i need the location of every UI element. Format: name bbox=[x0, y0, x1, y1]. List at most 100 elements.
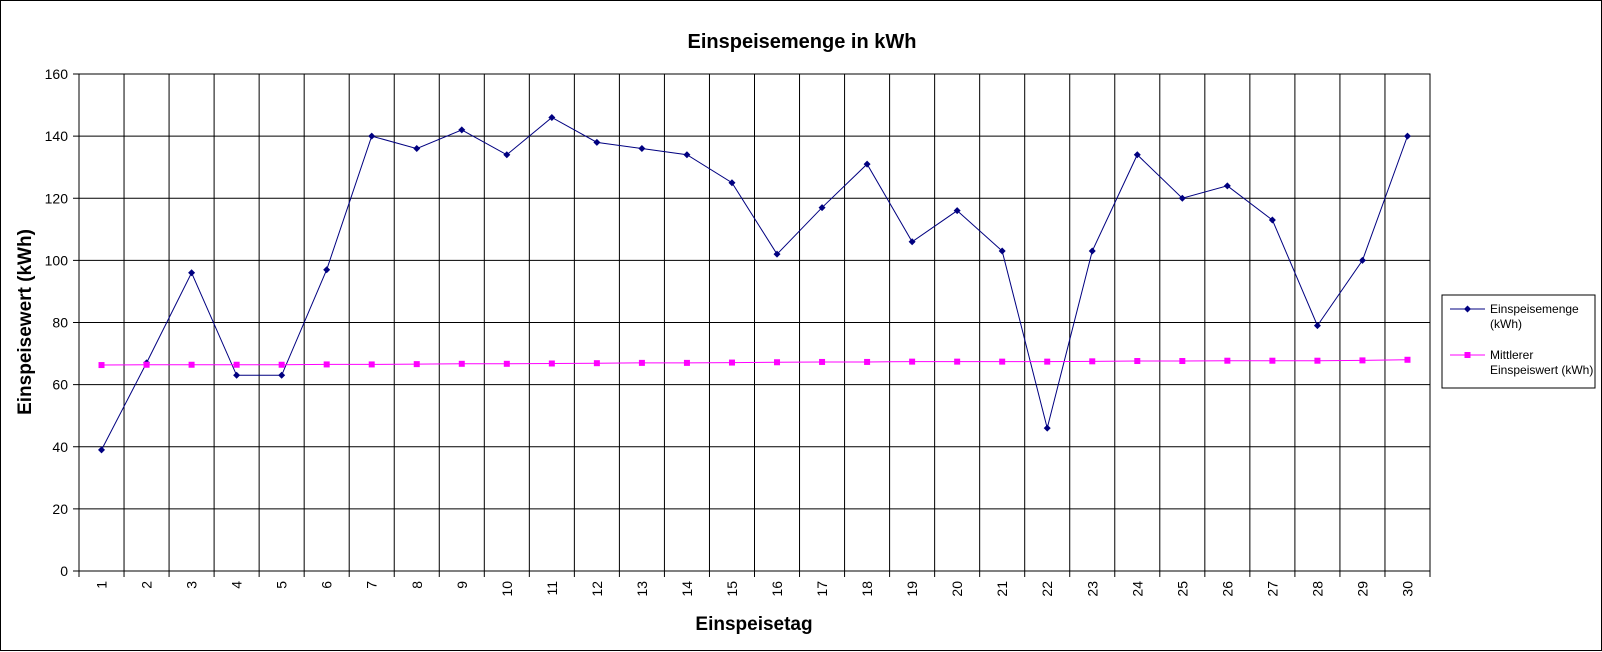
x-tick-label: 29 bbox=[1354, 581, 1370, 597]
data-point bbox=[1359, 357, 1366, 364]
data-point bbox=[503, 360, 510, 367]
data-point bbox=[458, 360, 465, 367]
data-point bbox=[1133, 151, 1141, 159]
data-point bbox=[143, 361, 150, 368]
legend-label: Mittlerer Einspeiswert (kWh) bbox=[1490, 348, 1593, 377]
data-point bbox=[98, 362, 105, 369]
x-tick-label: 8 bbox=[409, 581, 425, 589]
data-point bbox=[998, 247, 1006, 255]
x-tick-label: 25 bbox=[1174, 581, 1190, 597]
y-axis-ticks: 0 20 40 60 80 100 120 140 160 bbox=[45, 66, 79, 579]
x-tick-label: 7 bbox=[364, 581, 380, 589]
data-point bbox=[1044, 358, 1051, 365]
data-point bbox=[1268, 216, 1276, 224]
x-tick-label: 21 bbox=[994, 581, 1010, 597]
data-point bbox=[864, 358, 871, 365]
x-tick-label: 19 bbox=[904, 581, 920, 597]
data-point bbox=[1088, 247, 1096, 255]
x-tick-label: 17 bbox=[814, 581, 830, 597]
x-tick-label: 18 bbox=[859, 581, 875, 597]
data-point bbox=[98, 446, 106, 454]
y-tick-label: 140 bbox=[45, 128, 69, 144]
data-point bbox=[1179, 358, 1186, 365]
x-tick-label: 16 bbox=[769, 581, 785, 597]
data-point bbox=[863, 160, 871, 168]
data-point bbox=[953, 207, 961, 215]
legend-label: Einspeisemenge (kWh) bbox=[1490, 302, 1579, 331]
series-line bbox=[101, 359, 1408, 366]
data-point bbox=[278, 361, 285, 368]
data-point bbox=[774, 359, 781, 366]
data-point bbox=[1358, 256, 1366, 264]
series-2 bbox=[98, 356, 1411, 369]
x-tick-label: 4 bbox=[229, 581, 245, 589]
x-tick-label: 3 bbox=[184, 581, 200, 589]
x-tick-label: 27 bbox=[1264, 581, 1280, 597]
gridlines bbox=[79, 73, 1430, 571]
y-tick-label: 0 bbox=[60, 563, 68, 579]
data-point bbox=[323, 361, 330, 368]
data-point bbox=[999, 358, 1006, 365]
legend: Einspeisemenge (kWh) Mittlerer Einspeiswert… bbox=[1441, 294, 1596, 389]
data-point bbox=[728, 359, 735, 366]
data-point bbox=[1269, 357, 1276, 364]
data-point bbox=[548, 113, 556, 121]
data-point bbox=[188, 269, 196, 277]
x-tick-label: 5 bbox=[274, 581, 290, 589]
data-point bbox=[188, 361, 195, 368]
data-point bbox=[1313, 322, 1321, 330]
data-point bbox=[503, 151, 511, 159]
data-point bbox=[458, 126, 466, 134]
data-point bbox=[638, 145, 646, 153]
series-line bbox=[101, 116, 1408, 451]
data-point bbox=[1403, 132, 1411, 140]
data-point bbox=[1178, 194, 1186, 202]
x-tick-label: 20 bbox=[949, 581, 965, 597]
series-layer bbox=[98, 113, 1411, 454]
y-axis-title: Einspeisewert (kWh) bbox=[15, 229, 36, 415]
x-tick-label: 23 bbox=[1084, 581, 1100, 597]
y-tick-label: 20 bbox=[52, 501, 68, 517]
data-point bbox=[368, 132, 376, 140]
data-point bbox=[278, 371, 286, 379]
data-point bbox=[233, 371, 241, 379]
x-tick-label: 1 bbox=[94, 581, 110, 589]
x-tick-label: 24 bbox=[1129, 581, 1145, 597]
x-tick-label: 26 bbox=[1219, 581, 1235, 597]
data-point bbox=[323, 266, 331, 274]
x-tick-label: 28 bbox=[1309, 581, 1325, 597]
data-point bbox=[773, 250, 781, 258]
data-point bbox=[818, 204, 826, 212]
legend-swatch-marker bbox=[1464, 305, 1471, 313]
x-tick-label: 13 bbox=[634, 581, 650, 597]
series-1 bbox=[98, 113, 1411, 454]
data-point bbox=[548, 360, 555, 367]
data-point bbox=[1224, 357, 1231, 364]
data-point bbox=[683, 359, 690, 366]
x-tick-label: 22 bbox=[1039, 581, 1055, 597]
y-tick-label: 100 bbox=[45, 252, 69, 268]
y-tick-label: 80 bbox=[52, 315, 68, 331]
data-point bbox=[638, 359, 645, 366]
data-point bbox=[954, 358, 961, 365]
data-point bbox=[683, 151, 691, 159]
data-point bbox=[368, 361, 375, 368]
data-point bbox=[413, 361, 420, 368]
y-tick-label: 160 bbox=[45, 66, 69, 82]
data-point bbox=[1404, 356, 1411, 363]
data-point bbox=[413, 145, 421, 153]
x-tick-label: 10 bbox=[499, 581, 515, 597]
data-point bbox=[908, 238, 916, 246]
chart-title: Einspeisemenge in kWh bbox=[688, 31, 917, 53]
data-point bbox=[1314, 357, 1321, 364]
data-point bbox=[233, 361, 240, 368]
x-axis-title: Einspeisetag bbox=[695, 614, 812, 635]
x-tick-label: 12 bbox=[589, 581, 605, 597]
data-point bbox=[593, 138, 601, 146]
x-tick-label: 14 bbox=[679, 581, 695, 597]
data-point bbox=[1134, 358, 1141, 365]
x-axis-ticks: 1 2 3 4 5 6 7 8 9 10 11 12 13 14 15 16 17 18 19 20 21 22 23 24 2… bbox=[78, 571, 1431, 597]
data-point bbox=[1043, 424, 1051, 432]
